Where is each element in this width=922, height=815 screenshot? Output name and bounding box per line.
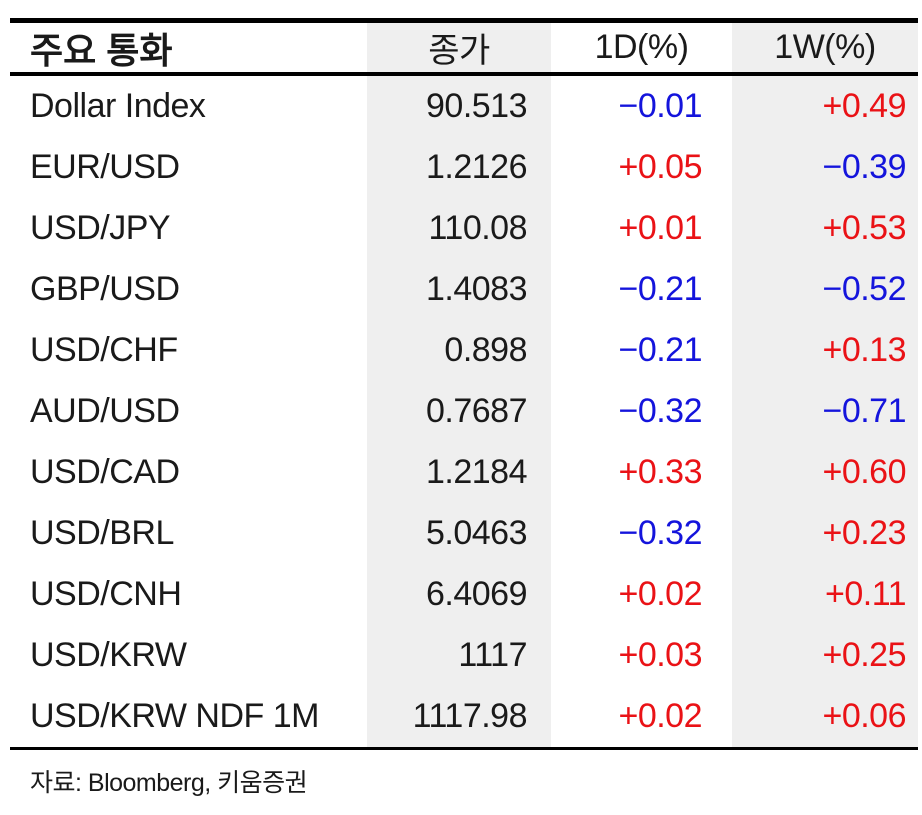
table-row: EUR/USD 1.2126 +0.05 −0.39 <box>10 137 918 198</box>
close-value: 90.513 <box>367 76 551 137</box>
currency-name: USD/CNH <box>30 575 182 613</box>
table-row: Dollar Index 90.513 −0.01 +0.49 <box>10 76 918 137</box>
source-note: 자료: Bloomberg, 키움증권 <box>30 769 308 797</box>
close-value: 0.7687 <box>367 381 551 442</box>
change-1w: −0.71 <box>732 381 918 442</box>
close-value: 1117 <box>367 625 551 686</box>
change-1d: +0.02 <box>618 697 702 735</box>
change-1w: +0.53 <box>732 198 918 259</box>
currency-name: USD/CHF <box>30 331 178 369</box>
change-1d: +0.03 <box>618 636 702 674</box>
change-1w: +0.25 <box>732 625 918 686</box>
change-1w: +0.11 <box>732 564 918 625</box>
currency-name: Dollar Index <box>30 87 206 125</box>
change-1d: −0.21 <box>618 270 702 308</box>
change-1w: +0.23 <box>732 503 918 564</box>
change-1w: +0.49 <box>732 76 918 137</box>
change-1d: +0.05 <box>618 148 702 186</box>
table-body: Dollar Index 90.513 −0.01 +0.49 EUR/USD … <box>10 76 918 747</box>
table-row: USD/CHF 0.898 −0.21 +0.13 <box>10 320 918 381</box>
change-1d: −0.21 <box>618 331 702 369</box>
column-header-1d: 1D(%) <box>594 28 689 66</box>
currency-name: AUD/USD <box>30 392 180 430</box>
close-value: 5.0463 <box>367 503 551 564</box>
change-1w: −0.52 <box>732 259 918 320</box>
column-header-1w: 1W(%) <box>732 23 918 72</box>
table-row: USD/CNH 6.4069 +0.02 +0.11 <box>10 564 918 625</box>
currency-name: EUR/USD <box>30 148 180 186</box>
close-value: 1.4083 <box>367 259 551 320</box>
close-value: 1.2184 <box>367 442 551 503</box>
table-row: AUD/USD 0.7687 −0.32 −0.71 <box>10 381 918 442</box>
close-value: 6.4069 <box>367 564 551 625</box>
currency-name: USD/KRW <box>30 636 187 674</box>
table-row: USD/JPY 110.08 +0.01 +0.53 <box>10 198 918 259</box>
change-1w: +0.13 <box>732 320 918 381</box>
table-row: USD/KRW 1117 +0.03 +0.25 <box>10 625 918 686</box>
column-header-close: 종가 <box>367 23 551 72</box>
currency-name: GBP/USD <box>30 270 180 308</box>
change-1w: +0.06 <box>732 686 918 747</box>
close-value: 0.898 <box>367 320 551 381</box>
currency-name: USD/KRW NDF 1M <box>30 697 319 735</box>
change-1d: −0.32 <box>618 392 702 430</box>
change-1d: +0.01 <box>618 209 702 247</box>
currency-name: USD/BRL <box>30 514 174 552</box>
change-1w: +0.60 <box>732 442 918 503</box>
change-1w: −0.39 <box>732 137 918 198</box>
close-value: 110.08 <box>367 198 551 259</box>
close-value: 1.2126 <box>367 137 551 198</box>
change-1d: +0.02 <box>618 575 702 613</box>
fx-currency-table: 주요 통화 종가 1D(%) 1W(%) Dollar Index 90.513… <box>10 18 918 750</box>
table-header-row: 주요 통화 종가 1D(%) 1W(%) <box>10 23 918 76</box>
close-value: 1117.98 <box>367 686 551 747</box>
currency-name: USD/CAD <box>30 453 180 491</box>
table-row: GBP/USD 1.4083 −0.21 −0.52 <box>10 259 918 320</box>
table-row: USD/KRW NDF 1M 1117.98 +0.02 +0.06 <box>10 686 918 747</box>
table-row: USD/BRL 5.0463 −0.32 +0.23 <box>10 503 918 564</box>
currency-name: USD/JPY <box>30 209 171 247</box>
table-row: USD/CAD 1.2184 +0.33 +0.60 <box>10 442 918 503</box>
change-1d: −0.01 <box>618 87 702 125</box>
change-1d: −0.32 <box>618 514 702 552</box>
column-header-currency: 주요 통화 <box>30 29 173 71</box>
change-1d: +0.33 <box>618 453 702 491</box>
